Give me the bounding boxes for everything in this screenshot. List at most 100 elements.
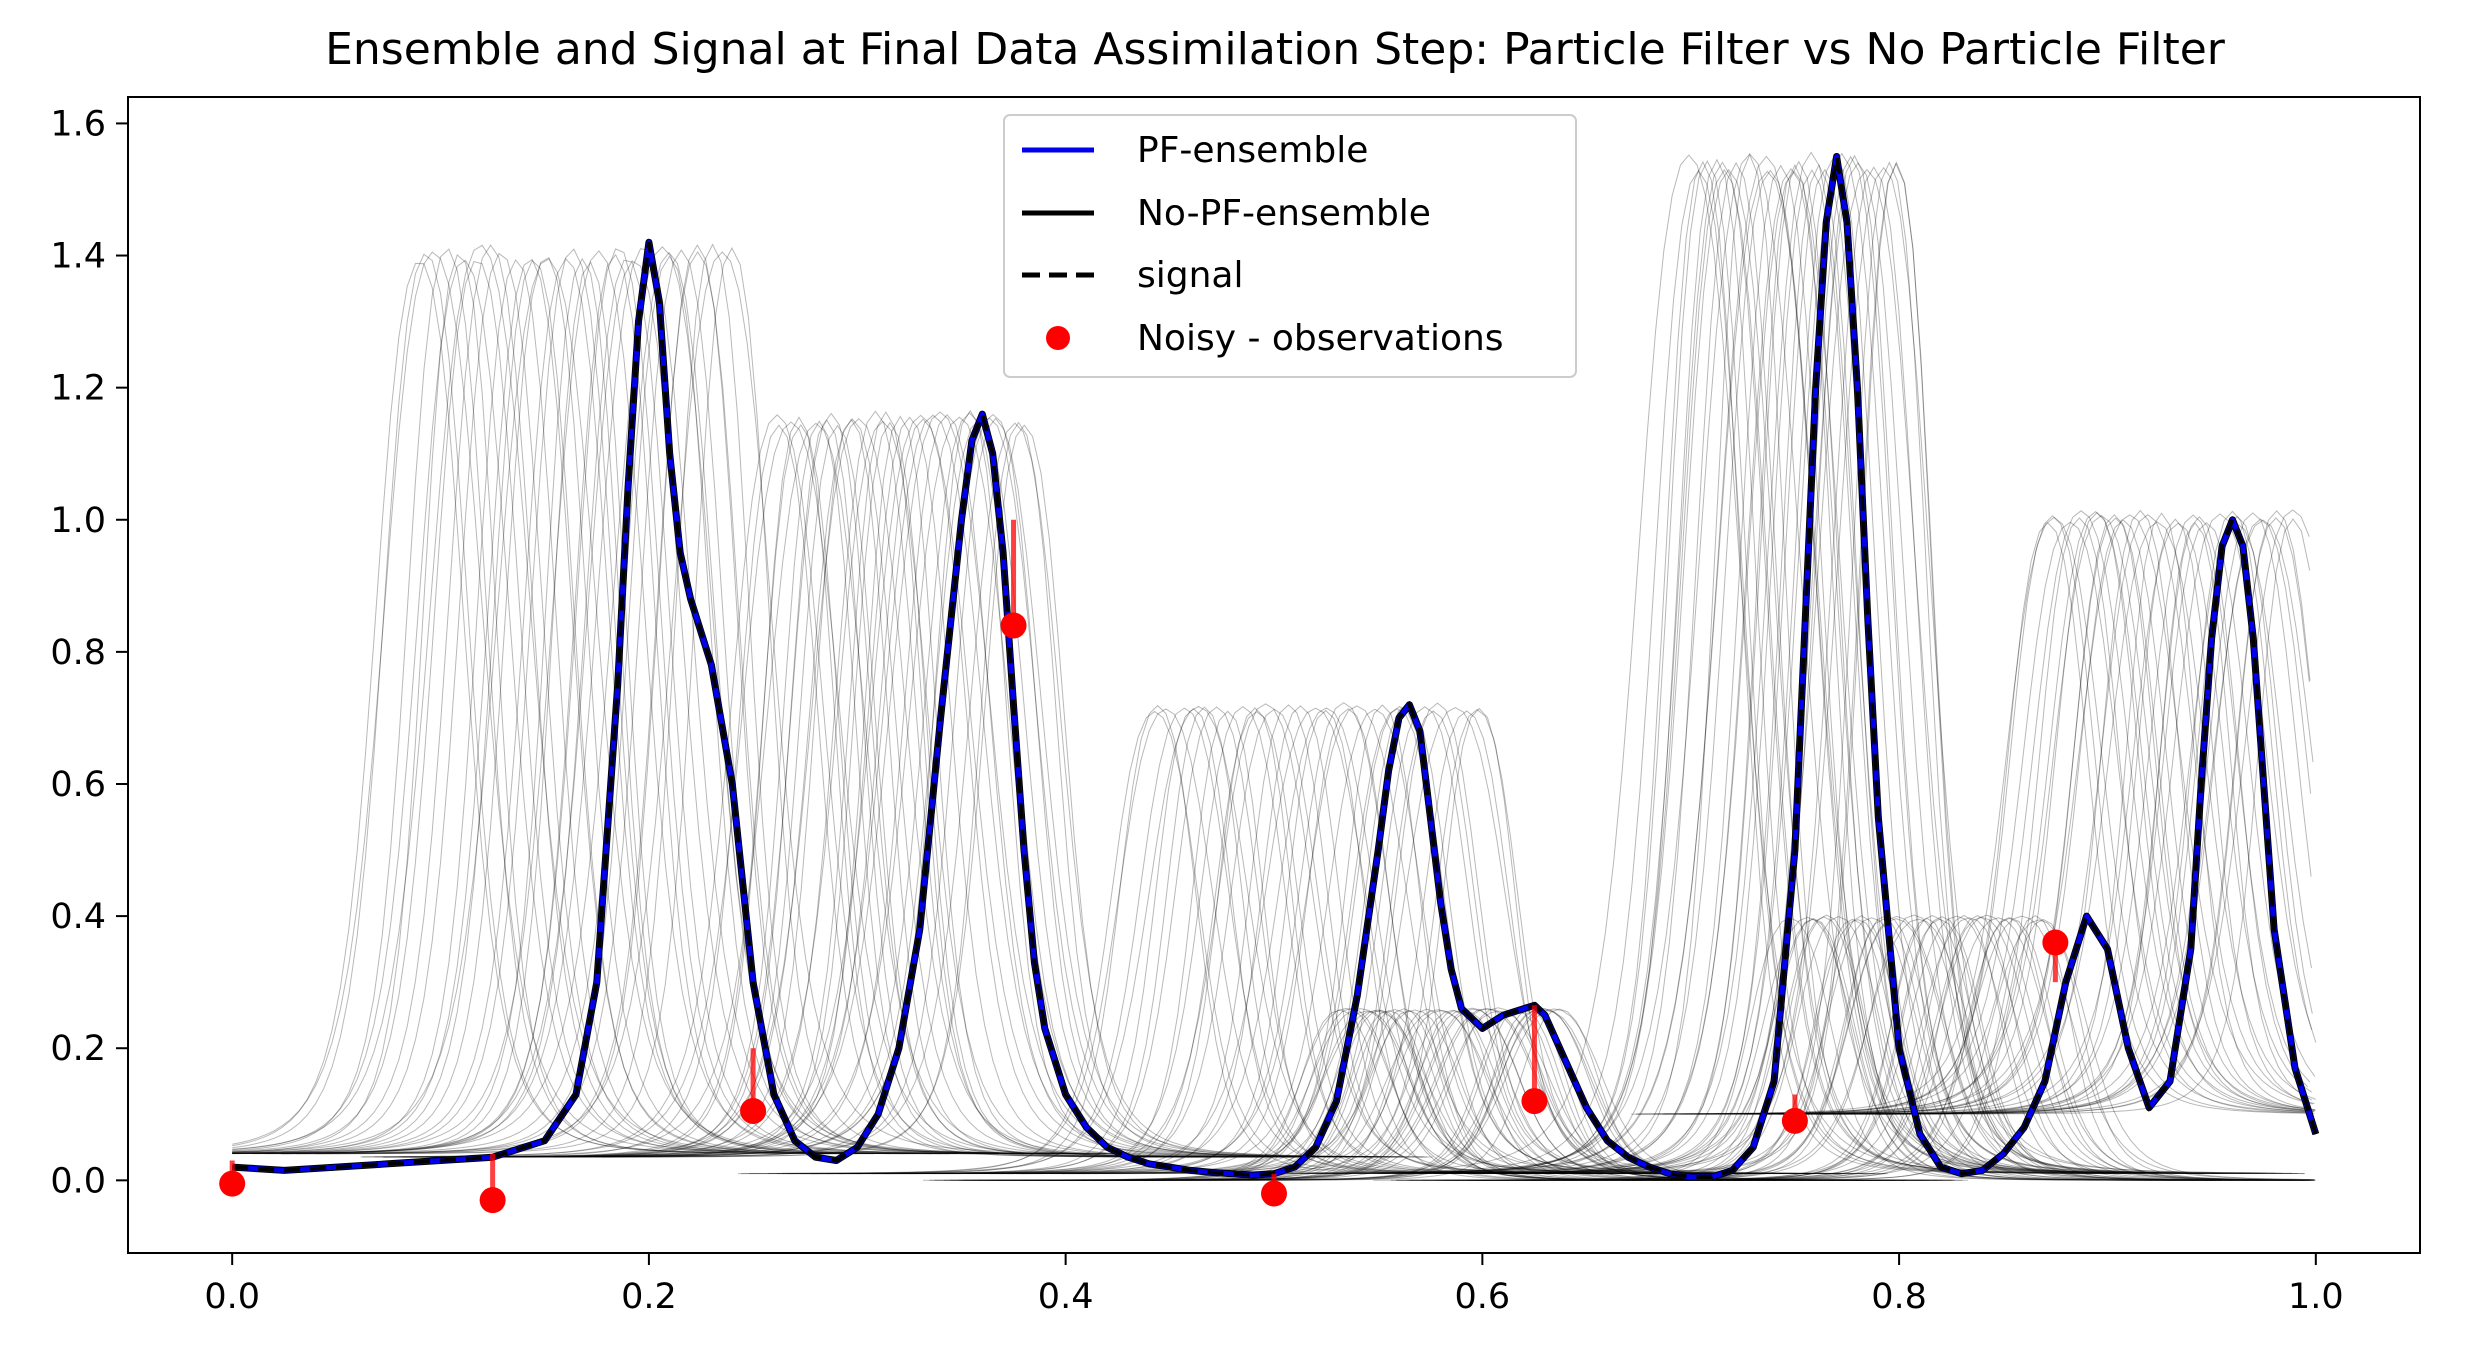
- legend-swatch-observations: [1046, 326, 1070, 350]
- ensemble-member-line: [1071, 1008, 1897, 1181]
- ensemble-member-line: [1723, 509, 2316, 1115]
- ensemble-member-line: [1547, 914, 2314, 1181]
- ensemble-member-line: [741, 704, 1567, 1175]
- ensemble-member-line: [1082, 1010, 1908, 1181]
- legend-label-signal: signal: [1137, 255, 1244, 296]
- y-tick-label: 1.0: [50, 501, 106, 541]
- ensemble-member-line: [1744, 512, 2312, 1115]
- ensemble-member-line: [1664, 510, 2315, 1115]
- ensemble-lines: [232, 151, 2317, 1181]
- ensemble-member-line: [492, 416, 1318, 1158]
- ensemble-member-line: [542, 416, 1368, 1158]
- ensemble-member-line: [1454, 917, 2281, 1181]
- ensemble-member-line: [1778, 522, 2313, 1115]
- ensemble-member-line: [1479, 918, 2305, 1181]
- ensemble-member-line: [908, 709, 1734, 1175]
- ensemble-member-line: [1408, 168, 2234, 1174]
- ensemble-member-line: [1466, 166, 2292, 1174]
- ensemble-member-line: [1712, 514, 2314, 1115]
- ensemble-member-line: [601, 421, 1427, 1158]
- ensemble-member-line: [1350, 170, 2176, 1174]
- ensemble-member-line: [1402, 163, 2228, 1174]
- y-tick-label: 1.4: [50, 237, 106, 277]
- observation-markers: [219, 519, 2069, 1214]
- ensemble-member-line: [232, 257, 999, 1155]
- ensemble-member-line: [1081, 1007, 1907, 1181]
- y-tick-label: 1.2: [50, 369, 106, 409]
- ensemble-member-line: [1055, 1007, 1881, 1181]
- ensemble-member-line: [1142, 1008, 1968, 1181]
- ensemble-member-line: [1008, 706, 1834, 1175]
- ensemble-member-line: [998, 1009, 1824, 1181]
- y-tick-label: 0.6: [50, 765, 106, 805]
- ensemble-member-line: [232, 259, 950, 1155]
- ensemble-member-line: [1409, 914, 2235, 1181]
- ensemble-member-line: [857, 708, 1683, 1175]
- ensemble-member-line: [1037, 1010, 1863, 1181]
- ensemble-member-line: [1631, 522, 2315, 1115]
- ensemble-member-line: [898, 707, 1724, 1174]
- x-tick-label: 0.6: [1455, 1277, 1511, 1317]
- ensemble-member-line: [1457, 166, 2283, 1174]
- observation-point: [1781, 1107, 1808, 1134]
- ensemble-member-line: [384, 424, 1210, 1158]
- ensemble-member-line: [232, 258, 941, 1155]
- legend: PF-ensemble No-PF-ensemble signal Noisy …: [1003, 114, 1577, 378]
- y-tick-label: 1.6: [50, 104, 106, 144]
- x-tick-label: 1.0: [2288, 1277, 2344, 1317]
- ensemble-member-line: [504, 414, 1330, 1158]
- ensemble-member-line: [767, 707, 1593, 1174]
- ensemble-member-line: [923, 1009, 1749, 1181]
- ensemble-member-line: [232, 258, 958, 1154]
- observation-point: [219, 1170, 246, 1197]
- ensemble-member-line: [578, 417, 1404, 1158]
- ensemble-member-line: [420, 424, 1246, 1158]
- ensemble-member-line: [553, 409, 1379, 1158]
- ensemble-member-line: [232, 254, 874, 1155]
- ensemble-member-line: [1523, 918, 2315, 1181]
- ensemble-member-line: [992, 1010, 1818, 1181]
- plot-frame: [127, 96, 2421, 1254]
- ensemble-member-line: [382, 416, 1208, 1158]
- ensemble-member-line: [787, 706, 1613, 1175]
- ensemble-member-line: [232, 251, 849, 1154]
- chart-title: Ensemble and Signal at Final Data Assimi…: [325, 24, 2226, 75]
- ensemble-member-line: [958, 1010, 1784, 1181]
- ensemble-member-line: [1056, 1008, 1883, 1181]
- ensemble-member-line: [965, 704, 1791, 1175]
- ensemble-member-line: [1846, 519, 2314, 1115]
- ensemble-member-line: [232, 244, 891, 1154]
- legend-label-observations: Noisy - observations: [1137, 318, 1504, 359]
- ensemble-member-line: [280, 244, 1106, 1155]
- ensemble-member-line: [466, 420, 1292, 1158]
- ensemble-member-line: [374, 421, 1200, 1158]
- ensemble-member-line: [776, 707, 1602, 1175]
- ensemble-member-line: [1300, 158, 2126, 1174]
- x-tick-label: 0.0: [204, 1277, 260, 1317]
- ensemble-member-line: [883, 705, 1709, 1175]
- x-tick-label: 0.2: [621, 1277, 677, 1317]
- ensemble-member-line: [252, 251, 1078, 1154]
- ensemble-member-line: [1333, 153, 2159, 1175]
- ensemble-member-line: [1020, 702, 1846, 1175]
- ensemble-member-line: [1480, 915, 2306, 1181]
- ensemble-member-line: [506, 418, 1332, 1158]
- ensemble-member-line: [871, 704, 1697, 1175]
- ensemble-member-line: [232, 256, 958, 1155]
- ensemble-member-line: [1437, 154, 2263, 1174]
- ensemble-member-line: [1450, 168, 2276, 1174]
- ensemble-member-line: [1515, 914, 2316, 1181]
- ensemble-member-line: [1333, 153, 2159, 1174]
- ensemble-member-line: [1396, 917, 2222, 1181]
- x-tick-label: 0.8: [1871, 1277, 1927, 1317]
- ensemble-member-line: [245, 246, 1071, 1154]
- ensemble-member-line: [1390, 916, 2216, 1181]
- ensemble-member-line: [1307, 168, 2133, 1174]
- ensemble-member-line: [927, 702, 1753, 1174]
- ensemble-member-line: [1421, 916, 2247, 1181]
- legend-box: [1003, 114, 1577, 378]
- ensemble-member-line: [232, 248, 1033, 1155]
- ensemble-member-line: [232, 253, 841, 1155]
- observation-point: [1261, 1180, 1287, 1207]
